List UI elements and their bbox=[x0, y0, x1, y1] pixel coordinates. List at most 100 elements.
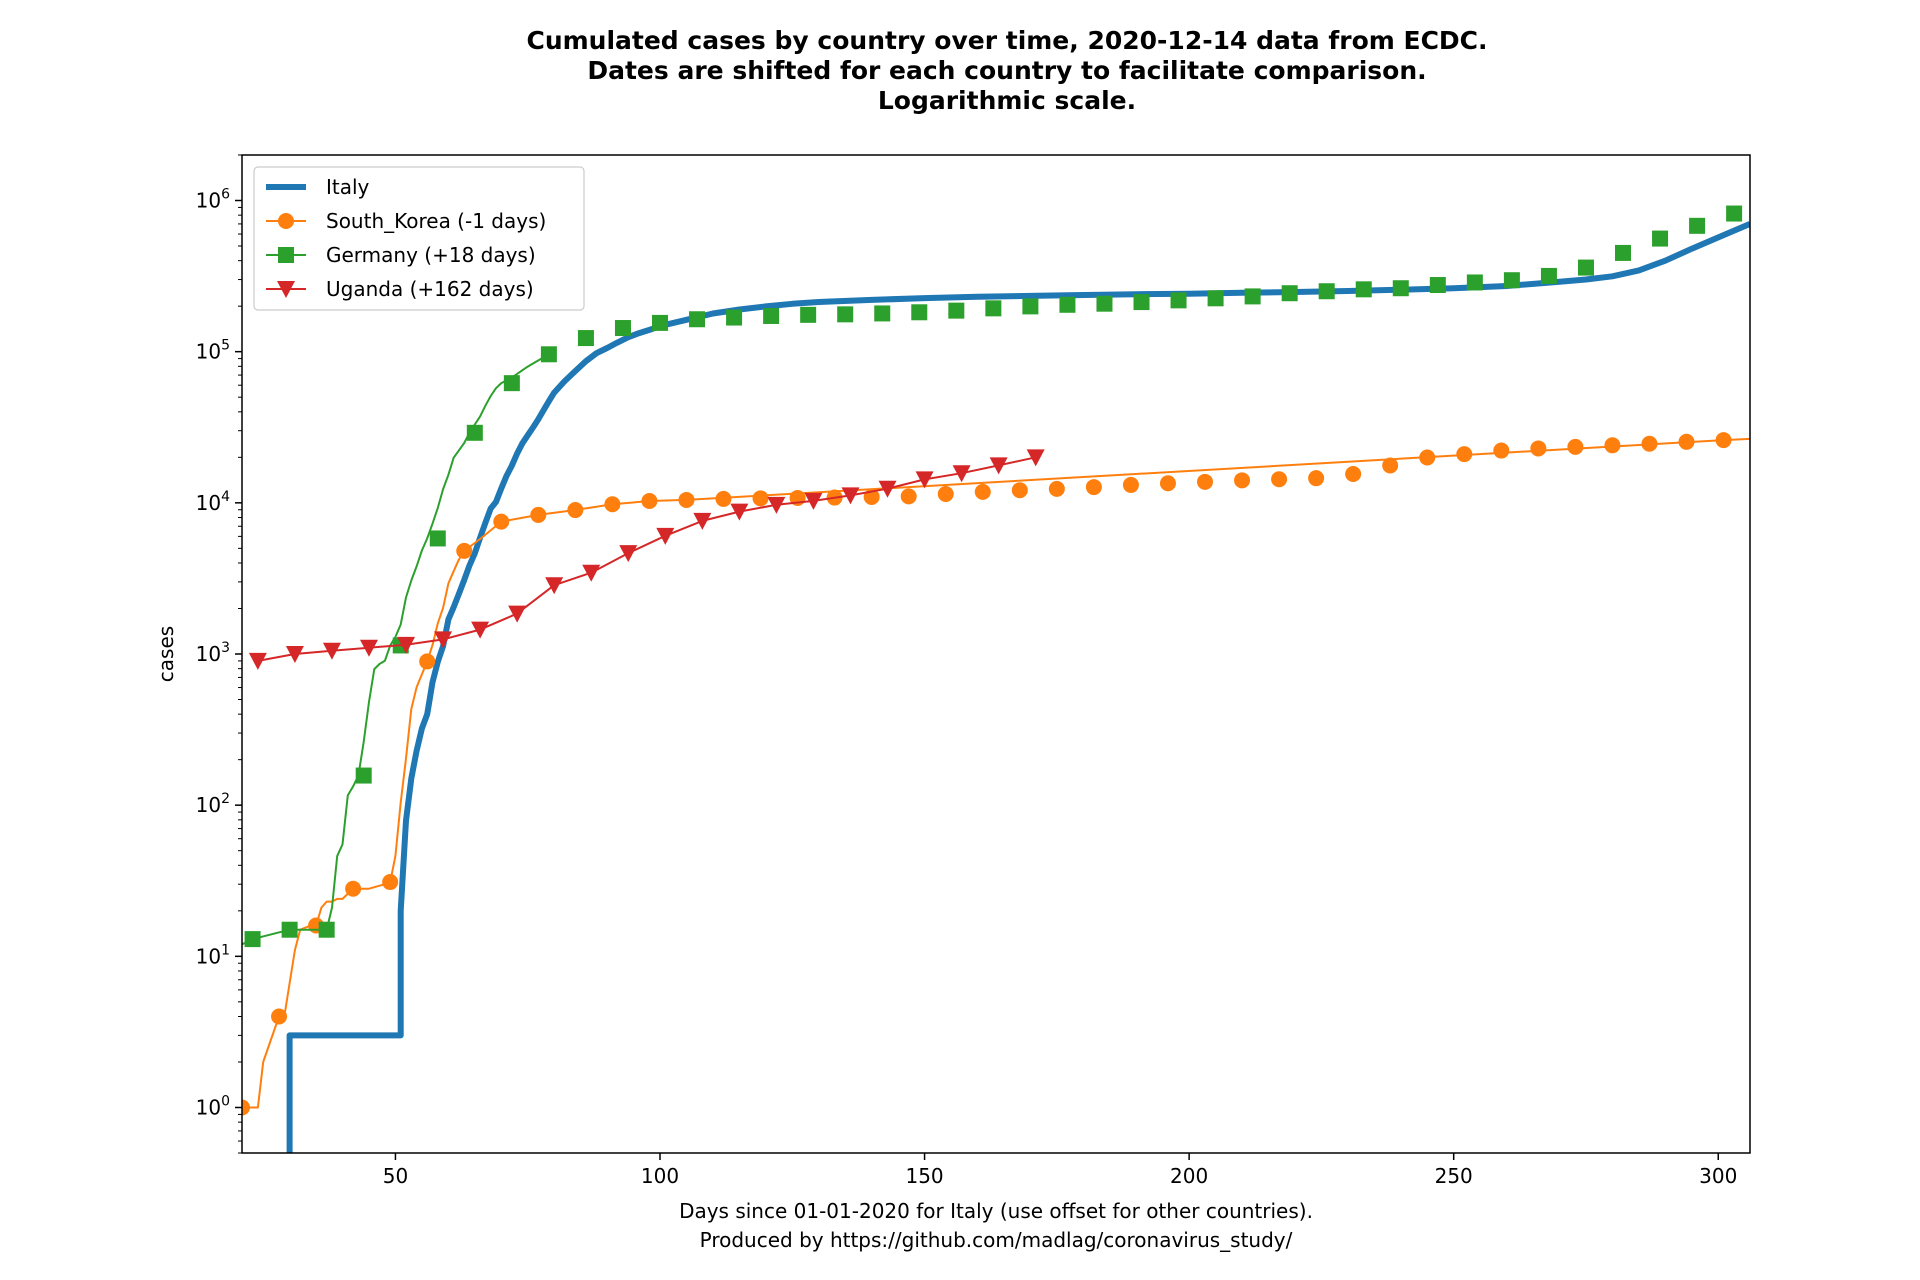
data-point-south-korea bbox=[1604, 437, 1621, 454]
data-point-uganda bbox=[767, 496, 786, 514]
data-point-germany bbox=[1540, 267, 1557, 284]
y-tick-label: 105 bbox=[196, 338, 230, 364]
data-point-south-korea bbox=[1197, 473, 1214, 490]
data-point-germany bbox=[800, 306, 817, 323]
legend-marker bbox=[278, 247, 294, 263]
data-point-south-korea bbox=[1011, 482, 1028, 499]
data-point-south-korea bbox=[1271, 471, 1288, 488]
data-point-uganda bbox=[804, 492, 823, 510]
data-point-germany bbox=[614, 320, 631, 337]
legend-marker bbox=[278, 213, 294, 229]
data-point-germany bbox=[1133, 294, 1150, 311]
y-tick-label: 104 bbox=[196, 489, 230, 515]
data-point-germany bbox=[1207, 290, 1224, 307]
data-point-south-korea bbox=[1493, 442, 1510, 459]
y-tick-label: 106 bbox=[196, 187, 230, 213]
data-point-germany bbox=[1466, 274, 1483, 291]
series-line-south-korea bbox=[242, 437, 1750, 1109]
data-point-germany bbox=[689, 311, 706, 328]
series-line-uganda bbox=[257, 456, 1036, 662]
data-point-uganda bbox=[619, 545, 638, 563]
data-point-south-korea bbox=[1530, 440, 1547, 457]
data-point-south-korea bbox=[242, 1099, 250, 1116]
data-point-south-korea bbox=[715, 490, 732, 507]
series-line-germany bbox=[242, 353, 550, 946]
data-point-uganda bbox=[248, 652, 267, 670]
data-point-uganda bbox=[359, 639, 378, 657]
data-point-germany bbox=[429, 530, 446, 547]
data-point-uganda bbox=[397, 636, 416, 654]
x-tick-label: 100 bbox=[641, 1164, 679, 1188]
y-axis: 100 101 102 103 104 105 106 bbox=[196, 154, 242, 1154]
data-point-south-korea bbox=[641, 492, 658, 509]
legend-item-uganda: Uganda (+162 days) bbox=[266, 277, 534, 301]
data-point-germany bbox=[985, 300, 1002, 317]
data-point-uganda bbox=[841, 487, 860, 505]
data-point-south-korea bbox=[974, 483, 991, 500]
y-axis-label: cases bbox=[154, 626, 178, 682]
data-point-germany bbox=[1615, 244, 1632, 261]
data-point-south-korea bbox=[382, 874, 399, 891]
data-point-germany bbox=[1726, 205, 1743, 222]
y-tick-label: 102 bbox=[196, 791, 230, 817]
data-point-germany bbox=[1503, 272, 1520, 289]
data-point-south-korea bbox=[1715, 432, 1732, 449]
data-point-south-korea bbox=[1234, 472, 1251, 489]
x-tick-label: 200 bbox=[1170, 1164, 1208, 1188]
title-line-2: Dates are shifted for each country to fa… bbox=[587, 56, 1426, 85]
data-point-south-korea bbox=[1345, 466, 1362, 483]
data-point-uganda bbox=[471, 621, 490, 639]
legend-item-south-korea: South_Korea (-1 days) bbox=[266, 209, 546, 233]
data-point-germany bbox=[1096, 295, 1113, 312]
data-point-uganda bbox=[545, 577, 564, 595]
legend-marker bbox=[277, 281, 295, 298]
data-point-germany bbox=[837, 306, 854, 323]
data-point-uganda bbox=[730, 503, 749, 521]
data-point-south-korea bbox=[1085, 479, 1102, 496]
legend-label: Germany (+18 days) bbox=[326, 243, 536, 267]
data-point-germany bbox=[1577, 259, 1594, 276]
legend-label: Italy bbox=[326, 175, 370, 199]
data-point-germany bbox=[1170, 292, 1187, 309]
data-point-south-korea bbox=[1678, 433, 1695, 450]
legend-label: South_Korea (-1 days) bbox=[326, 209, 546, 233]
data-point-germany bbox=[1318, 283, 1335, 300]
x-tick-label: 50 bbox=[383, 1164, 408, 1188]
x-tick-label: 300 bbox=[1699, 1164, 1737, 1188]
x-axis: 50 100 150 200 250 300 bbox=[383, 1153, 1737, 1188]
series-south-korea bbox=[242, 432, 1750, 1116]
data-point-south-korea bbox=[752, 490, 769, 507]
title-line-1: Cumulated cases by country over time, 20… bbox=[526, 26, 1487, 55]
chart-title: Cumulated cases by country over time, 20… bbox=[526, 26, 1487, 115]
data-point-south-korea bbox=[900, 488, 917, 505]
data-point-germany bbox=[1022, 298, 1039, 315]
data-point-south-korea bbox=[456, 542, 473, 559]
data-point-germany bbox=[503, 375, 520, 392]
data-point-south-korea bbox=[530, 506, 547, 523]
legend: Italy South_Korea (-1 days) Germany (+18 d… bbox=[253, 166, 585, 311]
data-point-south-korea bbox=[419, 653, 436, 670]
data-point-uganda bbox=[508, 605, 527, 623]
data-point-uganda bbox=[285, 646, 304, 663]
title-line-3: Logarithmic scale. bbox=[878, 86, 1136, 115]
data-point-south-korea bbox=[1567, 438, 1584, 455]
data-point-uganda bbox=[693, 512, 712, 530]
data-point-germany bbox=[948, 302, 965, 319]
data-point-south-korea bbox=[1419, 449, 1436, 466]
legend-item-italy: Italy bbox=[266, 175, 370, 199]
data-point-germany bbox=[1281, 285, 1298, 302]
data-point-south-korea bbox=[937, 485, 954, 502]
data-point-germany bbox=[1652, 230, 1669, 247]
data-point-germany bbox=[652, 314, 669, 331]
series-germany bbox=[242, 205, 1743, 948]
data-point-germany bbox=[1244, 288, 1261, 305]
data-point-south-korea bbox=[1048, 480, 1065, 497]
data-point-south-korea bbox=[493, 513, 510, 530]
data-point-germany bbox=[318, 921, 335, 938]
data-point-germany bbox=[281, 921, 298, 938]
data-point-uganda bbox=[322, 642, 341, 660]
y-tick-label: 101 bbox=[196, 942, 230, 968]
data-point-south-korea bbox=[1641, 435, 1658, 452]
data-point-uganda bbox=[582, 564, 601, 582]
